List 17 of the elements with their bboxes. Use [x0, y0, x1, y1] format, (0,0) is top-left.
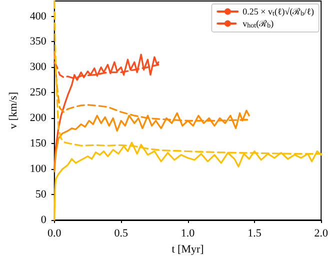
x-tick-label: 0.0 [48, 228, 62, 240]
y-tick-label: 300 [30, 61, 47, 74]
y-tick-label: 400 [30, 10, 47, 22]
y-tick-label: 200 [30, 112, 47, 124]
y-tick-label: 150 [30, 138, 47, 150]
x-tick-label: 1.0 [180, 228, 196, 240]
y-tick-label: 250 [30, 86, 47, 99]
x-tick-label: 2.0 [314, 228, 328, 240]
y-tick-label: 350 [30, 36, 47, 48]
x-tick-label: 0.5 [114, 228, 128, 240]
y-tick-label: 50 [35, 188, 47, 201]
x-axis-title: t [Myr] [172, 243, 204, 256]
y-tick-label: 100 [30, 163, 47, 176]
y-tick-label: 0 [40, 214, 47, 226]
line-series [54, 54, 160, 170]
y-axis-title: v [km/s] [8, 92, 20, 129]
x-tick-label: 1.5 [248, 228, 262, 240]
